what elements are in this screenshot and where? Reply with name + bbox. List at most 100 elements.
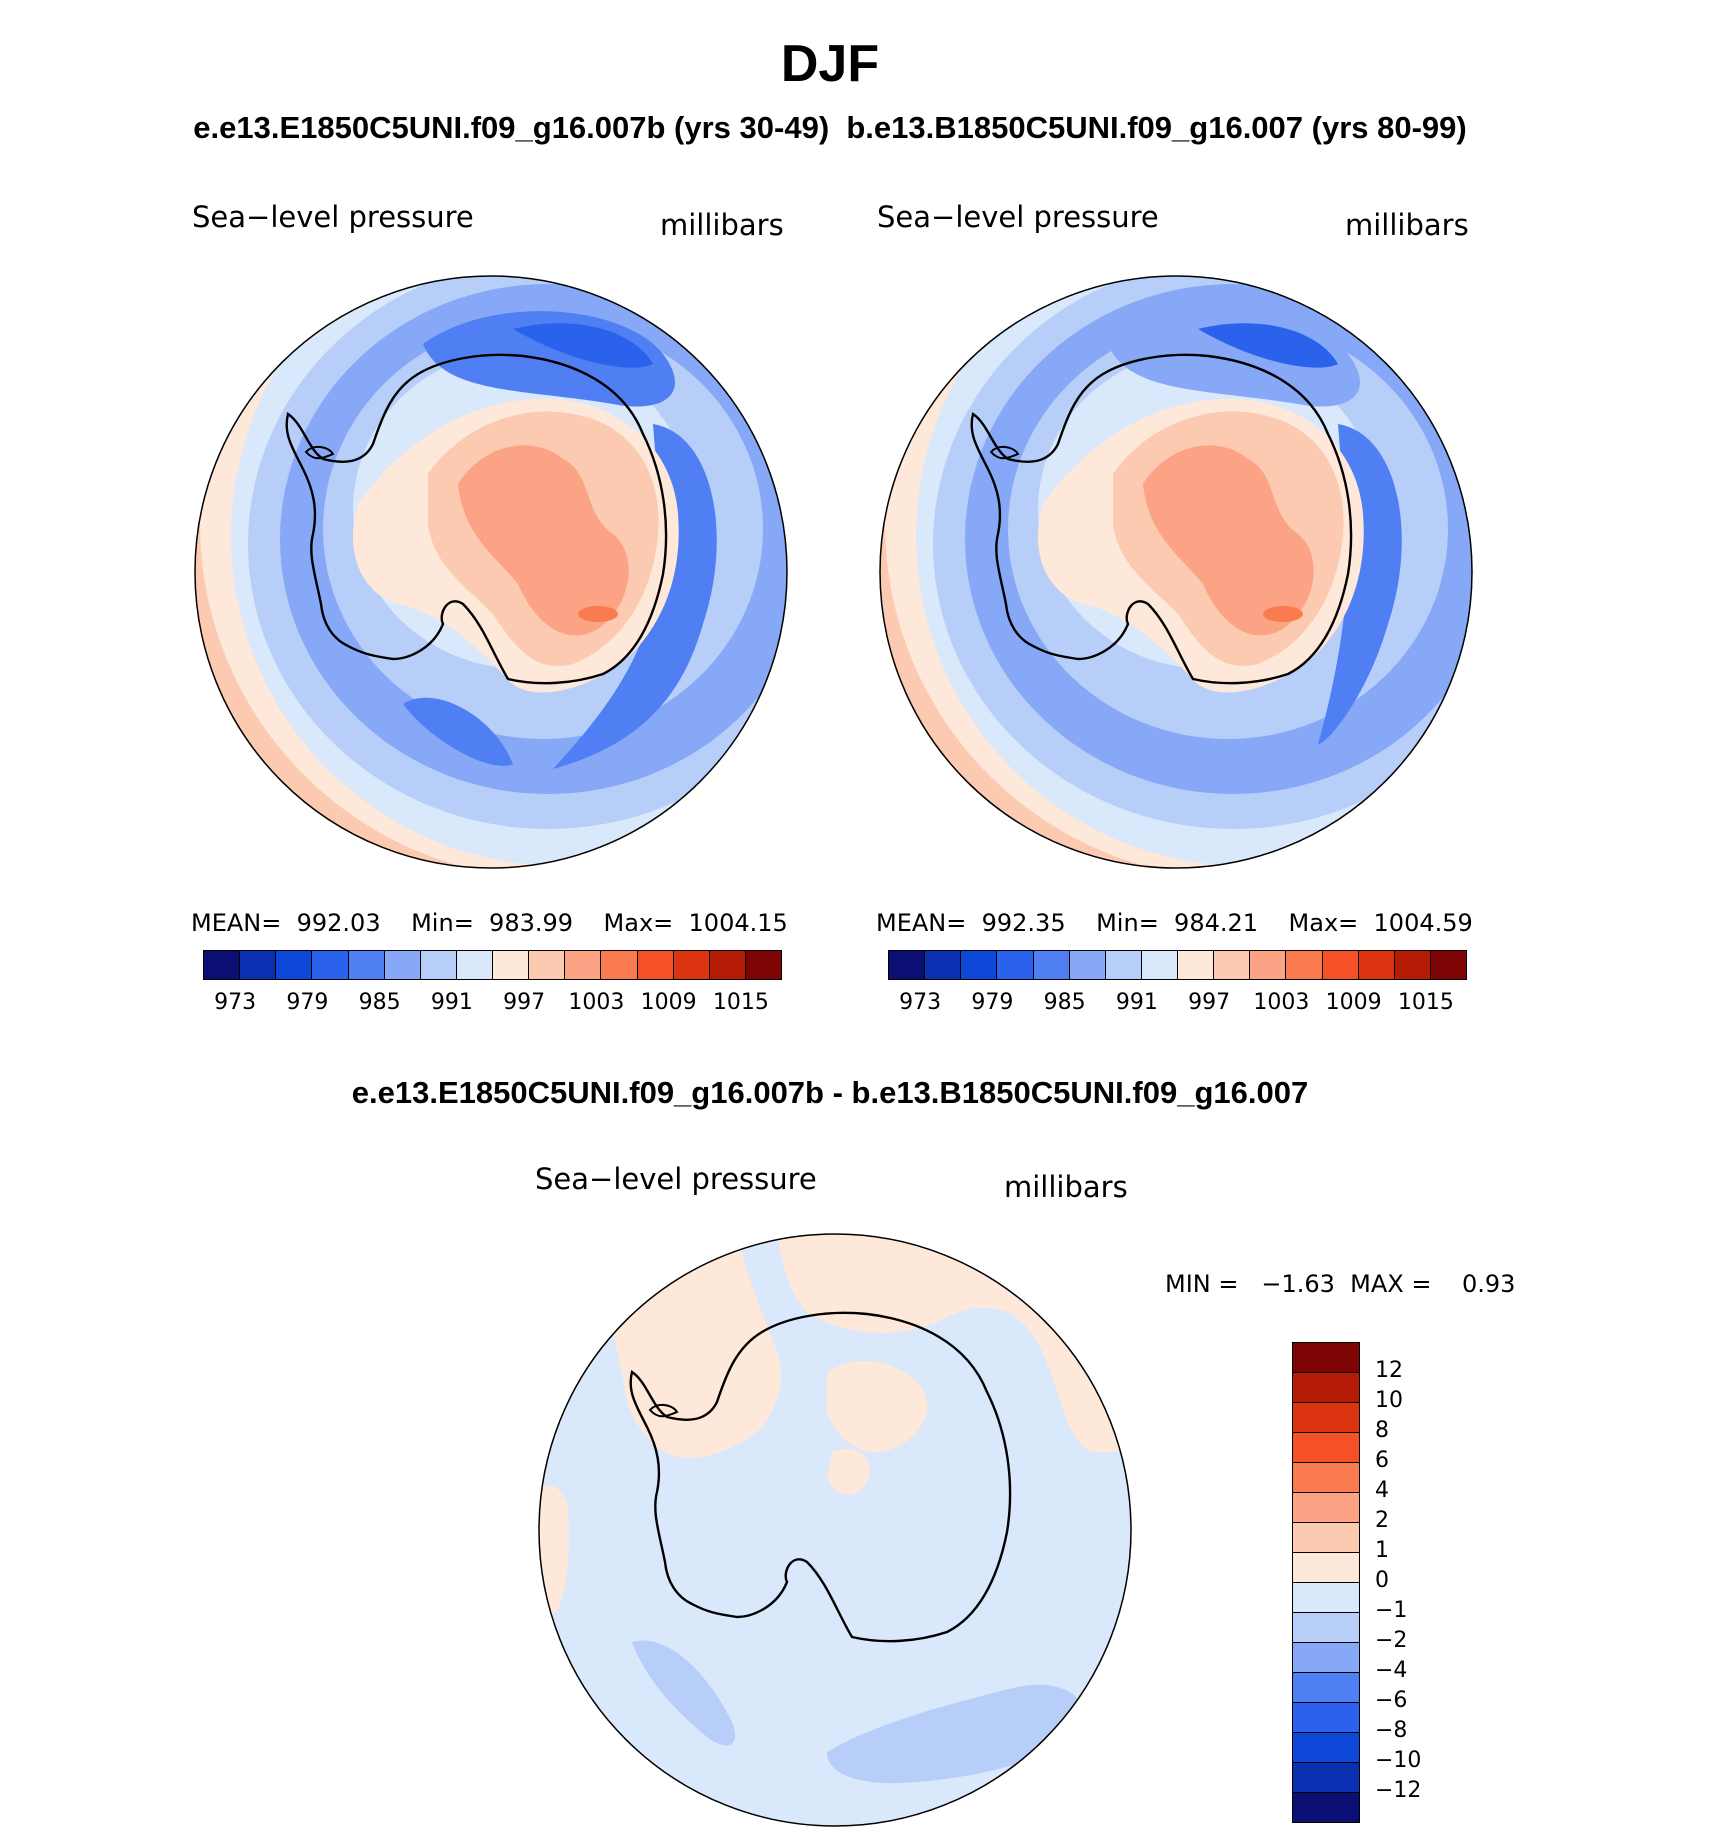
panel2-colorbar-swatch: [1213, 950, 1251, 980]
panel2-polar-map: [879, 275, 1473, 869]
difference-colorbar-swatch: [1292, 1612, 1360, 1643]
difference-colorbar-swatch: [1292, 1642, 1360, 1673]
panel2-colorbar-swatch: [1321, 950, 1359, 980]
difference-colorbar-swatch: [1292, 1672, 1360, 1703]
difference-colorbar-tick-label: 2: [1375, 1508, 1389, 1533]
panel2-colorbar-tick-label: 1003: [1253, 990, 1310, 1015]
difference-title: e.e13.E1850C5UNI.f09_g16.007b - b.e13.B1…: [351, 1075, 1309, 1110]
panel2-low-northeast: [1198, 323, 1338, 368]
panel1-colorbar-swatch: [203, 950, 241, 980]
panel2-variable-label: Sea−level pressure: [877, 200, 1159, 234]
panel2-units-label: millibars: [1345, 208, 1469, 242]
difference-colorbar-swatch: [1292, 1702, 1360, 1733]
difference-colorbar-tick-label: −12: [1375, 1778, 1422, 1803]
difference-colorbar-swatch: [1292, 1582, 1360, 1613]
panel1-colorbar-tick-label: 1015: [712, 990, 769, 1015]
panel1-colorbar-swatch: [744, 950, 782, 980]
difference-minmax: MIN = −1.63 MAX = 0.93: [1165, 1270, 1516, 1298]
difference-negative-southeast: [827, 1684, 1084, 1784]
panel1-variable-label: Sea−level pressure: [192, 200, 474, 234]
panel2-colorbar-tick-label: 985: [1043, 990, 1086, 1015]
season-title: DJF: [780, 35, 880, 93]
panel1-colorbar-swatch: [419, 950, 457, 980]
panel2-colorbar-tick-label: 979: [971, 990, 1014, 1015]
difference-colorbar-swatch: [1292, 1402, 1360, 1433]
panel2-colorbar-swatch: [1393, 950, 1431, 980]
panel1-colorbar-swatch: [455, 950, 493, 980]
panel2-colorbar-swatch: [996, 950, 1034, 980]
difference-colorbar-tick-label: 0: [1375, 1568, 1389, 1593]
panel1-colorbar-swatch: [275, 950, 313, 980]
panel2-colorbar-tick-label: 973: [899, 990, 942, 1015]
difference-colorbar-tick-label: −4: [1375, 1658, 1408, 1683]
panel1-colorbar-swatch: [672, 950, 710, 980]
panel1-colorbar-labels: 973 979 985 991 997 1003 1009 1015: [203, 990, 781, 1020]
panel1-colorbar-tick-label: 973: [214, 990, 257, 1015]
difference-coastline: [629, 1311, 1012, 1643]
difference-colorbar-swatch: [1292, 1762, 1360, 1793]
difference-colorbar-tick-label: 4: [1375, 1478, 1389, 1503]
difference-colorbar: [1292, 1342, 1360, 1823]
difference-colorbar-swatch: [1292, 1792, 1360, 1823]
panel2-colorbar: [888, 950, 1467, 980]
panel1-colorbar-swatch: [492, 950, 530, 980]
difference-colorbar-tick-label: 10: [1375, 1388, 1403, 1413]
difference-positive-north: [597, 1234, 1131, 1452]
panel2-colorbar-swatch: [1285, 950, 1323, 980]
panel1-colorbar-tick-label: 991: [430, 990, 473, 1015]
panel1-coastline: [285, 353, 668, 685]
panel1-colorbar-tick-label: 985: [358, 990, 401, 1015]
difference-colorbar-tick-label: −6: [1375, 1688, 1408, 1713]
panel2-colorbar-swatch: [888, 950, 926, 980]
difference-colorbar-tick-label: 8: [1375, 1418, 1389, 1443]
difference-colorbar-tick-label: 6: [1375, 1448, 1389, 1473]
panel1-colorbar-swatch: [708, 950, 746, 980]
panel2-colorbar-tick-label: 1009: [1325, 990, 1382, 1015]
panel1-units-label: millibars: [660, 208, 784, 242]
difference-polar-map: [538, 1233, 1132, 1827]
panel1-stats: MEAN= 992.03 Min= 983.99 Max= 1004.15: [191, 909, 788, 937]
difference-units-label: millibars: [1004, 1170, 1128, 1204]
difference-colorbar-tick-label: −2: [1375, 1628, 1408, 1653]
panel1-colorbar-tick-label: 979: [286, 990, 329, 1015]
panel1-colorbar: [203, 950, 782, 980]
difference-colorbar-tick-label: 1: [1375, 1538, 1389, 1563]
panel2-colorbar-tick-label: 1015: [1397, 990, 1454, 1015]
difference-colorbar-labels: 12 10 8 6 4 2 1 0 −1 −2 −4 −6 −8 −10 −12: [1375, 1342, 1495, 1822]
panel1-colorbar-swatch: [347, 950, 385, 980]
panel2-colorbar-swatch: [1357, 950, 1395, 980]
panel2-colorbar-swatch: [1140, 950, 1178, 980]
panel2-colorbar-swatch: [1249, 950, 1287, 980]
panel1-colorbar-swatch: [383, 950, 421, 980]
difference-colorbar-tick-label: 12: [1375, 1358, 1403, 1383]
difference-colorbar-tick-label: −8: [1375, 1718, 1408, 1743]
difference-colorbar-swatch: [1292, 1492, 1360, 1523]
panel1-colorbar-tick-label: 1009: [640, 990, 697, 1015]
difference-variable-label: Sea−level pressure: [535, 1162, 817, 1196]
panel2-colorbar-swatch: [1177, 950, 1215, 980]
panel2-colorbar-tick-label: 997: [1188, 990, 1231, 1015]
panel1-colorbar-swatch: [564, 950, 602, 980]
panel2-colorbar-swatch: [924, 950, 962, 980]
panel2-colorbar-labels: 973 979 985 991 997 1003 1009 1015: [888, 990, 1466, 1020]
difference-colorbar-swatch: [1292, 1342, 1360, 1373]
difference-colorbar-swatch: [1292, 1372, 1360, 1403]
panel2-coastline: [970, 353, 1353, 685]
panel2-colorbar-swatch: [1104, 950, 1142, 980]
panel2-colorbar-tick-label: 991: [1115, 990, 1158, 1015]
panel2-colorbar-swatch: [1068, 950, 1106, 980]
difference-colorbar-swatch: [1292, 1522, 1360, 1553]
panel2-colorbar-swatch: [1032, 950, 1070, 980]
panel2-colorbar-swatch: [1429, 950, 1467, 980]
panel2-stats: MEAN= 992.35 Min= 984.21 Max= 1004.59: [876, 909, 1473, 937]
panel1-colorbar-tick-label: 1003: [568, 990, 625, 1015]
difference-negative-southwest: [632, 1640, 736, 1746]
panel1-colorbar-tick-label: 997: [503, 990, 546, 1015]
panel1-colorbar-swatch: [600, 950, 638, 980]
panel1-colorbar-swatch: [528, 950, 566, 980]
panel1-colorbar-swatch: [239, 950, 277, 980]
difference-colorbar-swatch: [1292, 1462, 1360, 1493]
run-comparison-subtitle: e.e13.E1850C5UNI.f09_g16.007b (yrs 30-49…: [193, 110, 1467, 145]
difference-colorbar-tick-label: −1: [1375, 1598, 1408, 1623]
panel1-colorbar-swatch: [636, 950, 674, 980]
